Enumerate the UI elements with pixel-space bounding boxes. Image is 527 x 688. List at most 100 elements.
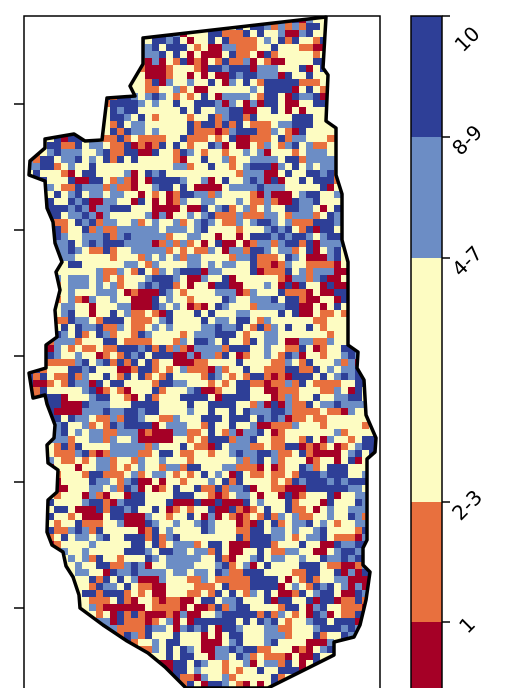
raster-cell (75, 324, 83, 332)
raster-cell (47, 121, 55, 129)
raster-cell (82, 415, 90, 423)
raster-cell (145, 100, 153, 108)
raster-cell (208, 681, 216, 688)
raster-cell (180, 65, 188, 73)
raster-cell (341, 37, 349, 45)
raster-cell (89, 513, 97, 521)
raster-cell (208, 366, 216, 374)
raster-cell (117, 198, 125, 206)
raster-cell (138, 436, 146, 444)
raster-cell (166, 429, 174, 437)
raster-cell (117, 72, 125, 80)
raster-cell (96, 471, 104, 479)
raster-cell (215, 289, 223, 297)
raster-cell (271, 142, 279, 150)
raster-cell (110, 443, 118, 451)
raster-cell (355, 660, 363, 668)
raster-cell (187, 212, 195, 220)
raster-cell (145, 527, 153, 535)
raster-cell (306, 72, 314, 80)
raster-cell (278, 625, 286, 633)
raster-cell (187, 674, 195, 682)
raster-cell (54, 170, 62, 178)
raster-cell (33, 23, 41, 31)
raster-cell (201, 548, 209, 556)
raster-cell (229, 660, 237, 668)
raster-cell (131, 674, 139, 682)
raster-cell (278, 282, 286, 290)
raster-cell (257, 450, 265, 458)
raster-cell (362, 303, 370, 311)
raster-cell (229, 485, 237, 493)
raster-cell (152, 268, 160, 276)
raster-cell (250, 674, 258, 682)
raster-cell (61, 23, 69, 31)
raster-cell (236, 338, 244, 346)
raster-cell (243, 562, 251, 570)
raster-cell (285, 548, 293, 556)
raster-cell (103, 170, 111, 178)
raster-cell (89, 387, 97, 395)
raster-cell (250, 324, 258, 332)
raster-cell (82, 51, 90, 59)
raster-cell (278, 156, 286, 164)
raster-cell (89, 597, 97, 605)
raster-cell (166, 422, 174, 430)
raster-cell (166, 191, 174, 199)
raster-cell (40, 632, 48, 640)
raster-cell (271, 639, 279, 647)
raster-cell (320, 135, 328, 143)
raster-cell (278, 58, 286, 66)
raster-cell (341, 394, 349, 402)
raster-cell (355, 317, 363, 325)
raster-cell (40, 121, 48, 129)
raster-cell (89, 289, 97, 297)
raster-cell (250, 275, 258, 283)
raster-cell (145, 499, 153, 507)
raster-cell (362, 639, 370, 647)
raster-cell (187, 618, 195, 626)
raster-cell (236, 58, 244, 66)
raster-cell (145, 303, 153, 311)
raster-cell (236, 331, 244, 339)
raster-cell (117, 135, 125, 143)
raster-cell (306, 352, 314, 360)
raster-cell (82, 506, 90, 514)
raster-cell (33, 681, 41, 688)
raster-cell (334, 338, 342, 346)
raster-cell (110, 681, 118, 688)
raster-cell (355, 597, 363, 605)
raster-cell (229, 478, 237, 486)
raster-cell (243, 289, 251, 297)
raster-cell (131, 520, 139, 528)
raster-cell (313, 457, 321, 465)
raster-cell (138, 352, 146, 360)
raster-cell (222, 86, 230, 94)
raster-cell (61, 380, 69, 388)
raster-cell (341, 464, 349, 472)
raster-cell (194, 205, 202, 213)
raster-cell (320, 338, 328, 346)
raster-cell (89, 478, 97, 486)
raster-cell (54, 205, 62, 213)
raster-cell (292, 310, 300, 318)
raster-cell (292, 583, 300, 591)
raster-cell (40, 303, 48, 311)
raster-cell (201, 506, 209, 514)
raster-cell (257, 86, 265, 94)
raster-cell (33, 212, 41, 220)
raster-cell (278, 163, 286, 171)
raster-cell (271, 387, 279, 395)
raster-cell (292, 387, 300, 395)
raster-cell (306, 520, 314, 528)
raster-cell (320, 17, 328, 24)
raster-cell (229, 345, 237, 353)
raster-cell (33, 597, 41, 605)
raster-cell (327, 254, 335, 262)
raster-cell (131, 359, 139, 367)
raster-cell (40, 373, 48, 381)
raster-cell (334, 205, 342, 213)
raster-cell (355, 583, 363, 591)
raster-cell (138, 177, 146, 185)
raster-cell (250, 646, 258, 654)
